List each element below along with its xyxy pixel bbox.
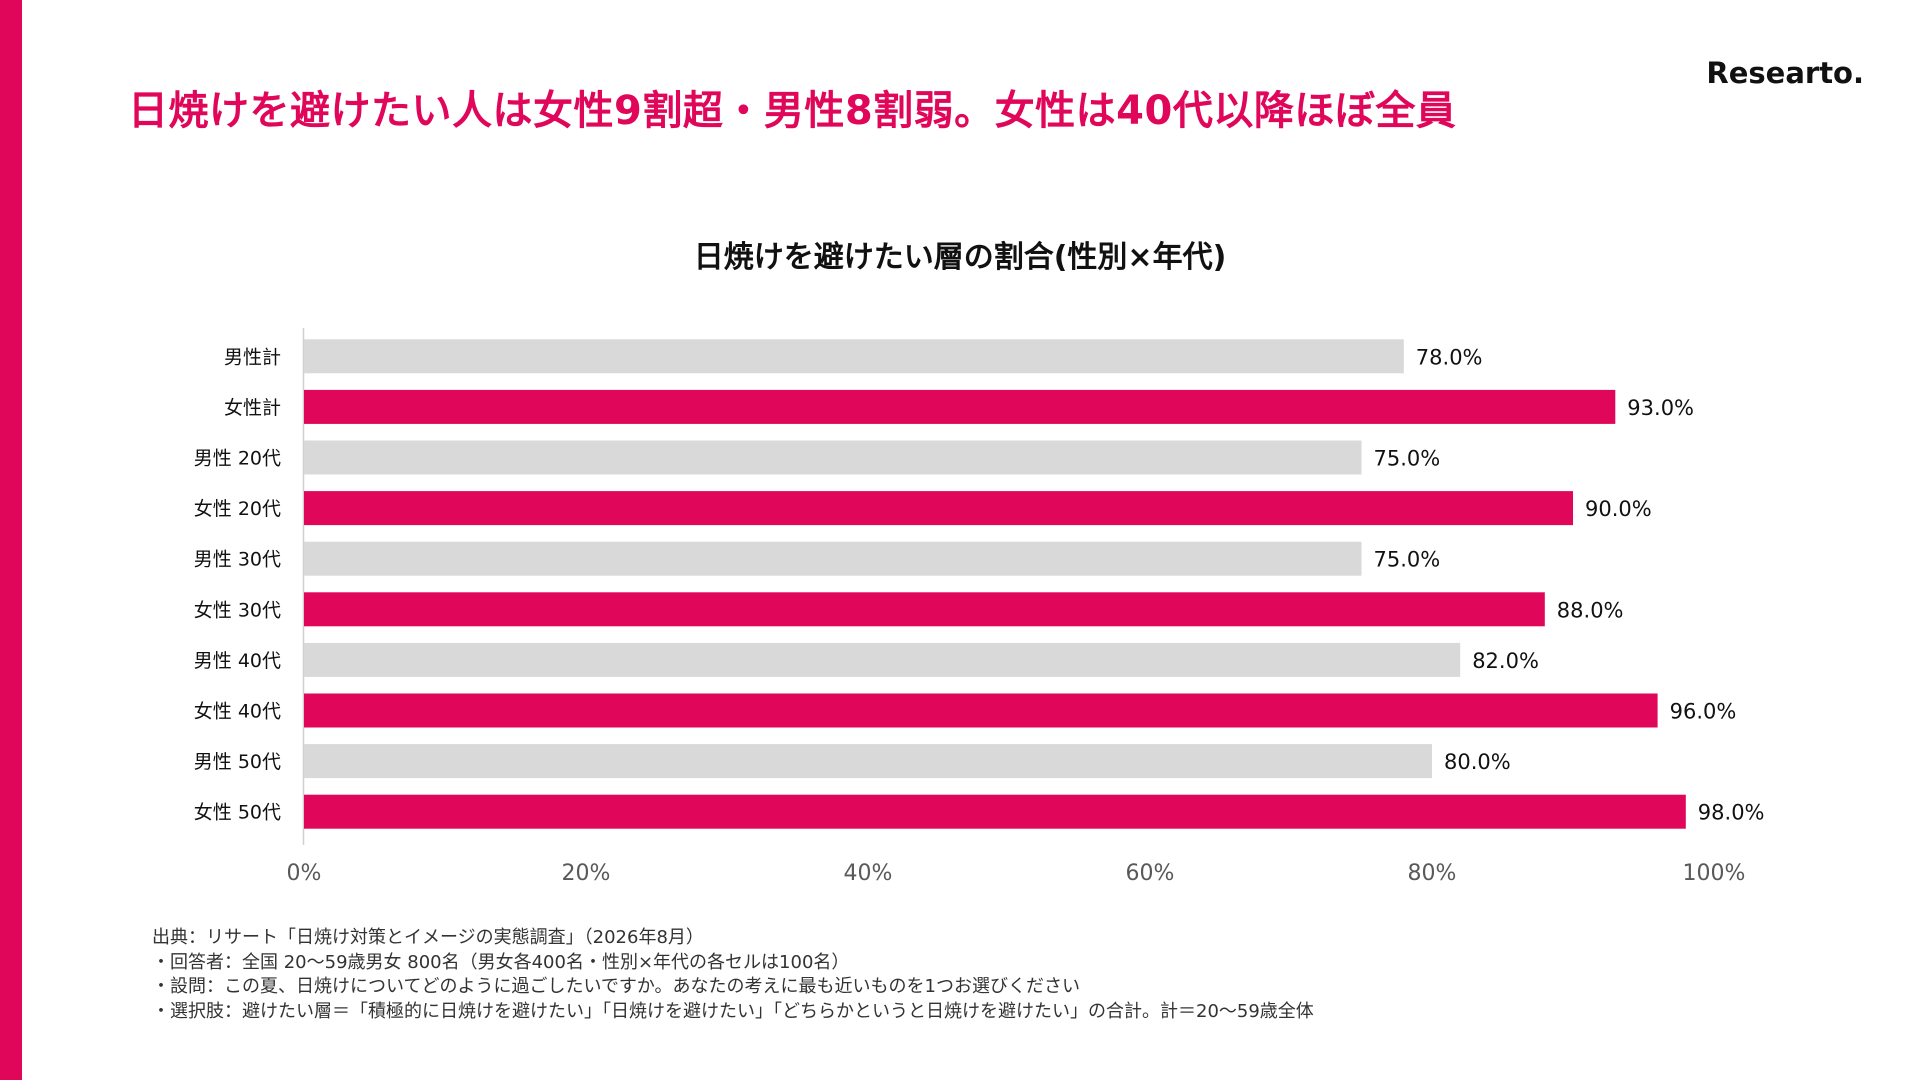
bar	[304, 491, 1573, 526]
left-accent-bar	[0, 0, 22, 1080]
data-label: 82.0%	[1472, 649, 1539, 673]
chart-title: 日焼けを避けたい層の割合(性別×年代)	[693, 240, 1227, 275]
x-tick-label: 40%	[844, 861, 893, 886]
data-label: 98.0%	[1698, 801, 1765, 825]
data-label: 96.0%	[1670, 700, 1737, 724]
category-label: 男性 50代	[194, 751, 281, 773]
category-label: 女性計	[224, 397, 281, 419]
footnote-question: ・設問：この夏、日焼けについてどのように過ごしたいですか。あなたの考えに最も近い…	[152, 976, 1081, 997]
category-label: 男性計	[224, 346, 281, 368]
bar	[304, 592, 1545, 627]
footnote-options: ・選択肢：避けたい層＝「積極的に日焼けを避けたい」「日焼けを避けたい」「どちらか…	[152, 1000, 1314, 1022]
data-label: 90.0%	[1585, 497, 1652, 521]
bar	[304, 642, 1461, 677]
bar	[304, 339, 1404, 374]
category-label: 男性 30代	[194, 549, 281, 571]
category-label: 女性 20代	[194, 498, 281, 520]
x-tick-label: 0%	[287, 861, 322, 886]
bar	[304, 389, 1616, 424]
x-tick-label: 60%	[1126, 861, 1175, 886]
page-headline: 日焼けを避けたい人は女性9割超・男性8割弱。女性は40代以降ほぼ全員	[128, 88, 1457, 134]
footnote-source: 出典：リサート「日焼け対策とイメージの実態調査」（2026年8月）	[152, 927, 704, 948]
data-label: 78.0%	[1416, 345, 1483, 369]
brand-logo: Researto.	[1706, 56, 1864, 90]
bar	[304, 541, 1362, 576]
category-label: 男性 40代	[194, 650, 281, 672]
category-label: 女性 40代	[194, 701, 281, 723]
data-label: 80.0%	[1444, 750, 1511, 774]
bar	[304, 794, 1686, 829]
x-tick-label: 20%	[562, 861, 611, 886]
data-label: 75.0%	[1374, 548, 1441, 572]
category-label: 女性 50代	[194, 802, 281, 824]
category-label: 男性 20代	[194, 448, 281, 470]
x-tick-label: 100%	[1683, 861, 1746, 886]
data-label: 93.0%	[1627, 396, 1694, 420]
bar	[304, 440, 1362, 475]
footnotes: 出典：リサート「日焼け対策とイメージの実態調査」（2026年8月） ・回答者：全…	[152, 926, 1314, 1024]
x-tick-label: 80%	[1408, 861, 1457, 886]
category-label: 女性 30代	[194, 599, 281, 621]
bar	[304, 693, 1658, 728]
footnote-respondents: ・回答者：全国 20〜59歳男女 800名（男女各400名・性別×年代の各セルは…	[152, 951, 850, 973]
bar	[304, 744, 1432, 779]
data-label: 88.0%	[1557, 598, 1624, 622]
data-label: 75.0%	[1374, 447, 1441, 471]
